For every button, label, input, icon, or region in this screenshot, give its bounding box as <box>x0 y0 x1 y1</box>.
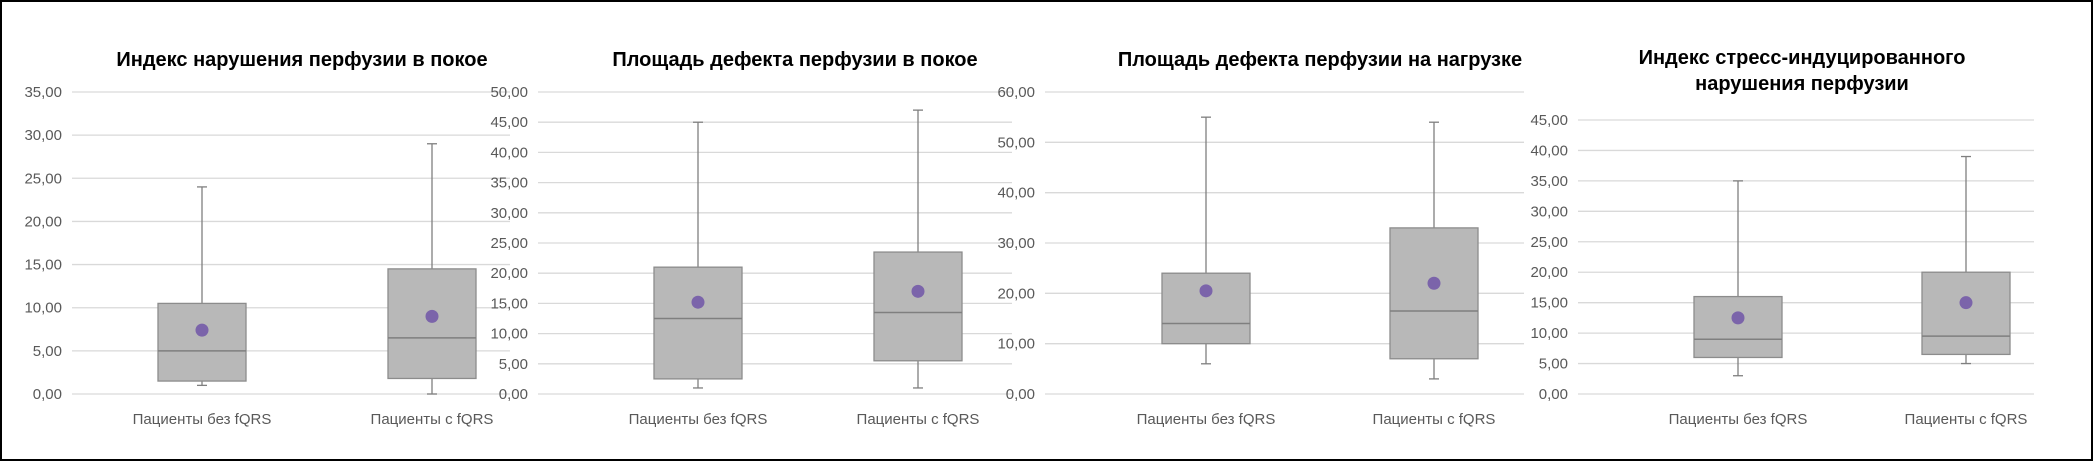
y-tick-label: 20,00 <box>1530 264 1568 281</box>
chart-title-line: Индекс стресс-индуцированного <box>1639 47 1966 69</box>
y-tick-label: 35,00 <box>1530 173 1568 190</box>
y-tick-label: 30,00 <box>24 127 62 144</box>
y-tick-label: 40,00 <box>490 144 528 161</box>
y-tick-label: 0,00 <box>499 386 528 403</box>
iqr-box <box>1921 271 2011 356</box>
category-label: Пациенты без fQRS <box>1137 411 1276 428</box>
mean-marker <box>691 295 705 309</box>
y-tick-label: 5,00 <box>499 356 528 373</box>
y-tick-label: 0,00 <box>33 386 62 403</box>
iqr-box <box>1161 272 1251 345</box>
chart-title-line: нарушения перфузии <box>1695 73 1909 95</box>
iqr-box <box>1693 295 1783 359</box>
y-tick-label: 15,00 <box>490 295 528 312</box>
y-tick-label: 40,00 <box>997 185 1035 202</box>
y-tick-label: 40,00 <box>1530 142 1568 159</box>
y-tick-label: 10,00 <box>24 300 62 317</box>
y-tick-label: 0,00 <box>1539 386 1568 403</box>
y-tick-label: 45,00 <box>1530 112 1568 129</box>
y-tick-label: 20,00 <box>24 213 62 230</box>
iqr-box <box>653 266 743 380</box>
category-label: Пациенты без fQRS <box>133 411 272 428</box>
mean-marker <box>425 309 439 323</box>
chart-1-title: Индекс нарушения перфузии в покое <box>116 49 487 71</box>
y-tick-label: 30,00 <box>490 205 528 222</box>
mean-marker <box>1959 296 1973 310</box>
category-label: Пациенты без fQRS <box>629 411 768 428</box>
y-tick-label: 35,00 <box>490 175 528 192</box>
chart-4-title: Индекс стресс-индуцированного нарушения п… <box>1639 47 1966 95</box>
y-tick-label: 25,00 <box>24 170 62 187</box>
y-tick-label: 20,00 <box>490 265 528 282</box>
y-tick-label: 10,00 <box>1530 325 1568 342</box>
y-tick-label: 30,00 <box>1530 203 1568 220</box>
y-tick-label: 20,00 <box>997 285 1035 302</box>
y-tick-label: 50,00 <box>490 84 528 101</box>
y-tick-label: 60,00 <box>997 84 1035 101</box>
y-tick-label: 15,00 <box>24 257 62 274</box>
mean-marker <box>1199 284 1213 298</box>
y-tick-label: 0,00 <box>1006 386 1035 403</box>
chart-title-line: Площадь дефекта перфузии на нагрузке <box>1118 49 1522 71</box>
y-tick-label: 10,00 <box>490 326 528 343</box>
iqr-box <box>873 251 963 362</box>
chart-3-title: Площадь дефекта перфузии на нагрузке <box>1118 49 1522 71</box>
y-tick-label: 5,00 <box>33 343 62 360</box>
y-tick-label: 50,00 <box>997 134 1035 151</box>
y-tick-label: 5,00 <box>1539 356 1568 373</box>
category-label: Пациенты с fQRS <box>857 411 980 428</box>
chart-title-line: Индекс нарушения перфузии в покое <box>116 49 487 71</box>
iqr-box <box>1389 227 1479 360</box>
mean-marker <box>1731 311 1745 325</box>
iqr-box <box>387 268 477 380</box>
y-tick-label: 35,00 <box>24 84 62 101</box>
category-label: Пациенты с fQRS <box>1373 411 1496 428</box>
chart-2-title: Площадь дефекта перфузии в покое <box>612 49 977 71</box>
y-tick-label: 15,00 <box>1530 295 1568 312</box>
chart-title-line: Площадь дефекта перфузии в покое <box>612 49 977 71</box>
mean-marker <box>911 284 925 298</box>
category-label: Пациенты с fQRS <box>1905 411 2028 428</box>
y-tick-label: 25,00 <box>490 235 528 252</box>
y-tick-label: 10,00 <box>997 336 1035 353</box>
y-tick-label: 45,00 <box>490 114 528 131</box>
mean-marker <box>195 323 209 337</box>
y-tick-label: 30,00 <box>997 235 1035 252</box>
y-tick-label: 25,00 <box>1530 234 1568 251</box>
mean-marker <box>1427 276 1441 290</box>
iqr-box <box>157 302 247 382</box>
category-label: Пациенты без fQRS <box>1669 411 1808 428</box>
category-label: Пациенты с fQRS <box>371 411 494 428</box>
